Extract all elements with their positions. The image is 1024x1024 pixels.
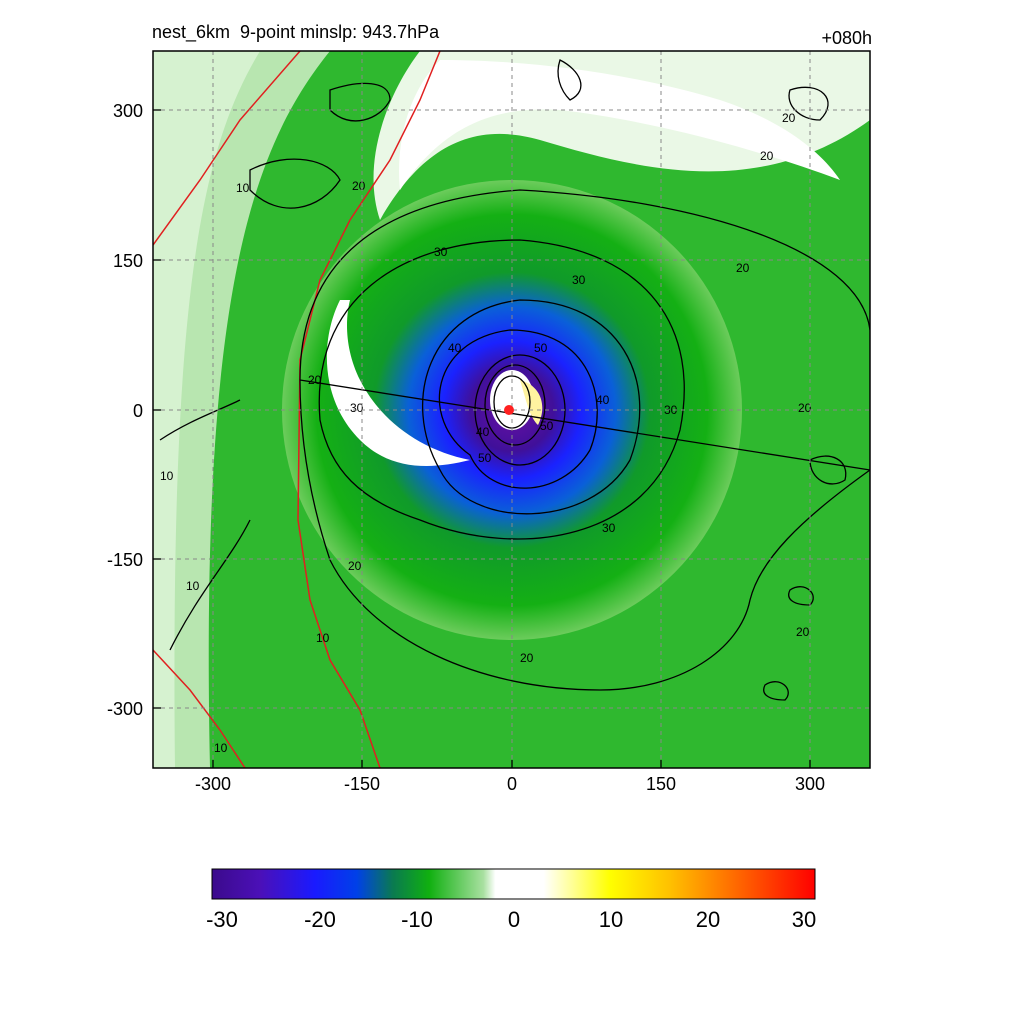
y-tick-label: 150 xyxy=(113,251,143,271)
contour-label: 50 xyxy=(534,341,548,355)
y-axis-labels: 300 150 0 -150 -300 xyxy=(107,101,143,719)
contour-label: 30 xyxy=(664,403,678,417)
contour-label: 10 xyxy=(160,469,174,483)
x-tick-label: 0 xyxy=(507,774,517,794)
contour-label: 40 xyxy=(476,425,490,439)
contour-label: 20 xyxy=(348,559,362,573)
contour-label: 30 xyxy=(350,401,364,415)
x-axis-labels: -300 -150 0 150 300 xyxy=(195,774,825,794)
colorbar-label: 0 xyxy=(508,907,520,932)
colorbar-label: -10 xyxy=(401,907,433,932)
colorbar-label: 10 xyxy=(599,907,623,932)
colorbar: -30 -20 -10 0 10 20 30 xyxy=(206,868,816,932)
colorbar-label: 30 xyxy=(792,907,816,932)
axis-ticks xyxy=(153,109,811,768)
contour-label: 20 xyxy=(796,625,810,639)
contour-label: 20 xyxy=(798,401,812,415)
colorbar-label: -30 xyxy=(206,907,238,932)
contour-label: 30 xyxy=(572,273,586,287)
contour-label: 10 xyxy=(236,181,250,195)
colorbar-label: -20 xyxy=(304,907,336,932)
contour-label: 20 xyxy=(736,261,750,275)
y-tick-label: -150 xyxy=(107,550,143,570)
contour-label: 20 xyxy=(782,111,796,125)
forecast-hour-label: +080h xyxy=(821,28,872,48)
red-boundary-lines xyxy=(153,51,441,768)
contour-label: 20 xyxy=(308,373,322,387)
contour-label: 50 xyxy=(478,451,492,465)
colorbar-label: 20 xyxy=(696,907,720,932)
x-tick-label: -150 xyxy=(344,774,380,794)
contour-label: 10 xyxy=(186,579,200,593)
contour-label: 20 xyxy=(760,149,774,163)
contour-label: 20 xyxy=(520,651,534,665)
x-tick-label: 150 xyxy=(646,774,676,794)
contour-label: 10 xyxy=(214,741,228,755)
contour-label: 10 xyxy=(316,631,330,645)
plot-title: nest_6km 9-point minslp: 943.7hPa xyxy=(152,22,440,42)
storm-center-marker xyxy=(504,405,514,415)
x-tick-label: 300 xyxy=(795,774,825,794)
contour-label: 20 xyxy=(352,179,366,193)
contour-label: 40 xyxy=(596,393,610,407)
colorbar-gradient xyxy=(211,868,816,900)
contour-label: 30 xyxy=(602,521,616,535)
contour-label: 40 xyxy=(448,341,462,355)
contour-label-group: 30 30 30 30 30 40 40 40 50 50 50 20 20 2… xyxy=(160,111,812,755)
y-tick-label: 300 xyxy=(113,101,143,121)
contour-label: 30 xyxy=(434,245,448,259)
x-tick-label: -300 xyxy=(195,774,231,794)
y-tick-label: -300 xyxy=(107,699,143,719)
y-tick-label: 0 xyxy=(133,401,143,421)
contour-label: 50 xyxy=(540,419,554,433)
